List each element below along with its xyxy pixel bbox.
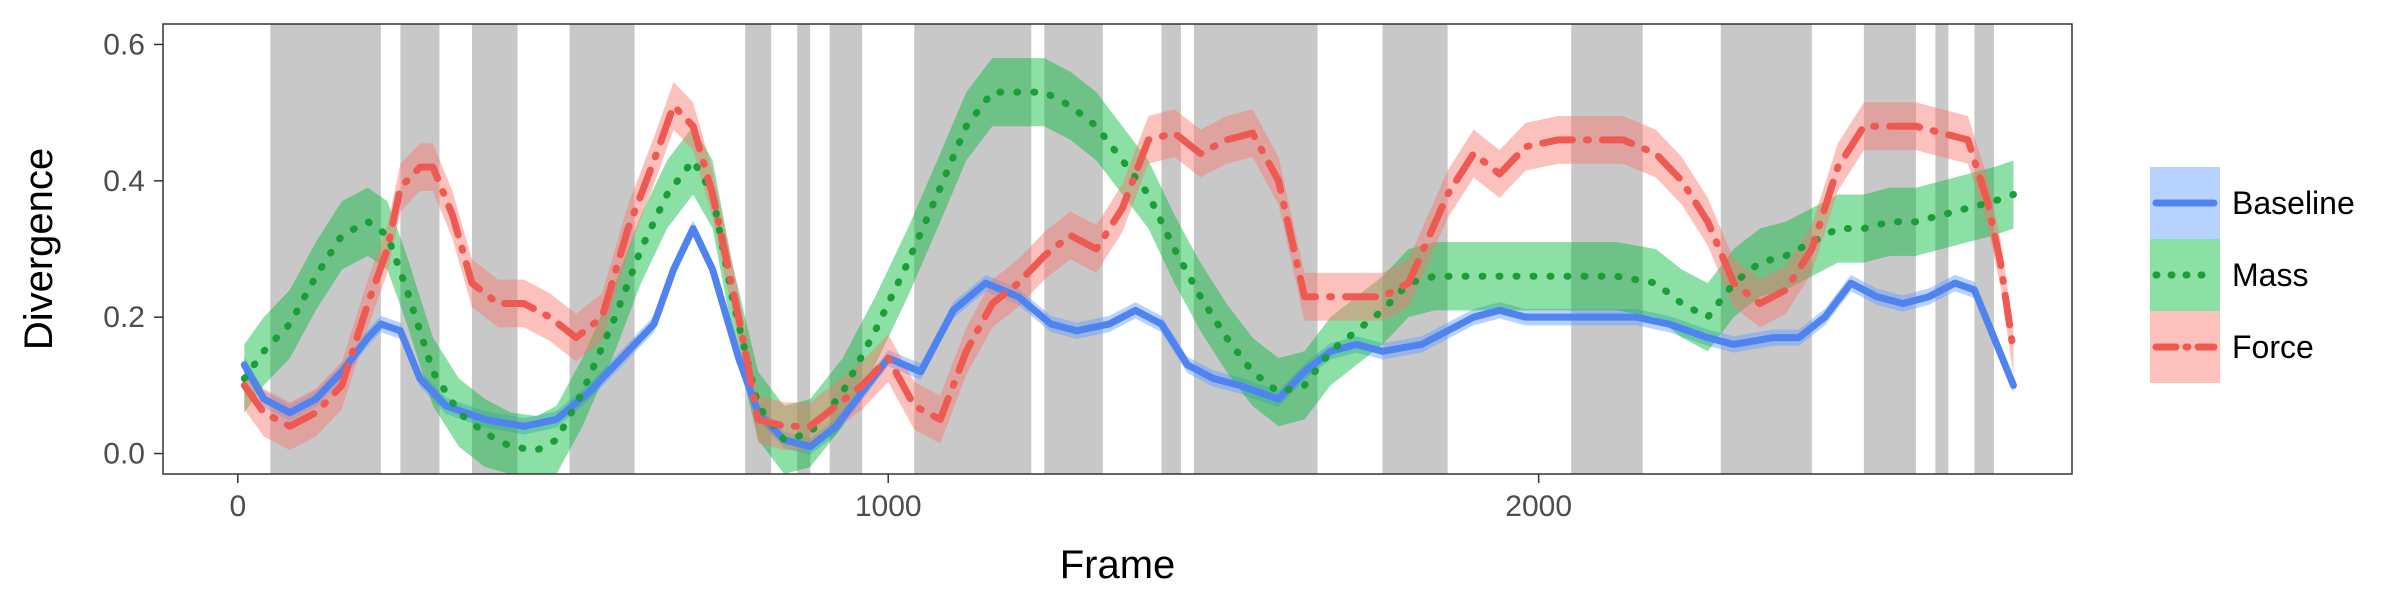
legend-label-mass: Mass — [2232, 257, 2308, 293]
x-axis: 0 1000 2000 — [229, 474, 1572, 523]
y-tick-label-2: 0.4 — [103, 165, 145, 198]
shaded-interval-7 — [914, 24, 1032, 474]
line-force — [240, 102, 2017, 430]
y-tick-label-3: 0.6 — [103, 28, 145, 61]
shaded-interval-16 — [1974, 24, 1994, 474]
shaded-interval-0 — [270, 24, 381, 474]
y-tick-label-1: 0.2 — [103, 301, 145, 334]
shaded-interval-13 — [1720, 24, 1812, 474]
shaded-interval-5 — [797, 24, 811, 474]
confidence-bands — [244, 58, 2014, 474]
y-tick-label-0: 0.0 — [103, 438, 145, 471]
legend-item-mass: Mass — [2150, 239, 2308, 311]
line-baseline — [240, 225, 2017, 451]
shaded-interval-15 — [1935, 24, 1949, 474]
x-axis-title: Frame — [1060, 543, 1176, 587]
x-tick-label-0: 0 — [229, 490, 246, 523]
shaded-interval-1 — [400, 24, 440, 474]
plot-panel-border — [162, 23, 2073, 475]
y-axis: 0.0 0.2 0.4 0.6 — [103, 28, 163, 471]
legend-label-baseline: Baseline — [2232, 185, 2355, 221]
legend-label-force: Force — [2232, 329, 2314, 365]
shaded-interval-12 — [1571, 24, 1643, 474]
shaded-interval-11 — [1382, 24, 1448, 474]
x-tick-label-1: 1000 — [855, 490, 922, 523]
legend: Baseline Mass Force — [2150, 167, 2355, 383]
legend-item-baseline: Baseline — [2150, 167, 2355, 239]
y-axis-title: Divergence — [17, 148, 61, 350]
legend-item-force: Force — [2150, 311, 2314, 383]
shaded-intervals — [270, 24, 1994, 474]
band-mass — [244, 58, 2014, 474]
shaded-interval-14 — [1863, 24, 1916, 474]
x-tick-label-2: 2000 — [1505, 490, 1572, 523]
shaded-interval-2 — [471, 24, 518, 474]
series-lines — [240, 88, 2017, 454]
